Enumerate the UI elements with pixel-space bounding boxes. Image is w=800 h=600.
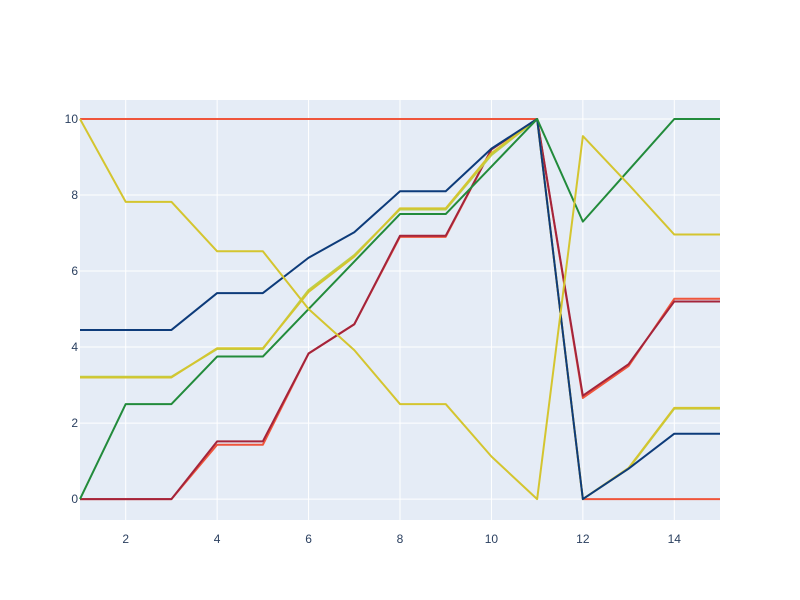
y-tick-label: 4 <box>71 340 78 354</box>
y-tick-label: 0 <box>71 492 78 506</box>
x-tick-label: 12 <box>576 532 590 546</box>
x-tick-label: 2 <box>122 532 129 546</box>
series-layer <box>79 118 720 501</box>
y-tick-label: 8 <box>71 188 78 202</box>
series-line-7 <box>79 118 720 500</box>
series-line-6 <box>80 118 720 501</box>
y-tick-label: 2 <box>71 416 78 430</box>
series-line-8 <box>79 118 720 501</box>
series-line-3 <box>80 118 720 501</box>
x-axis-ticks: 2 4 6 8 10 12 14 <box>122 532 681 546</box>
series-line-1 <box>80 118 720 501</box>
x-tick-label: 4 <box>214 532 221 546</box>
y-tick-label: 6 <box>71 264 78 278</box>
x-tick-label: 8 <box>397 532 404 546</box>
x-tick-label: 6 <box>305 532 312 546</box>
x-tick-label: 14 <box>668 532 682 546</box>
x-tick-label: 10 <box>485 532 499 546</box>
y-tick-label: 10 <box>65 112 79 126</box>
y-axis-ticks: 0 2 4 6 8 10 <box>65 112 79 506</box>
